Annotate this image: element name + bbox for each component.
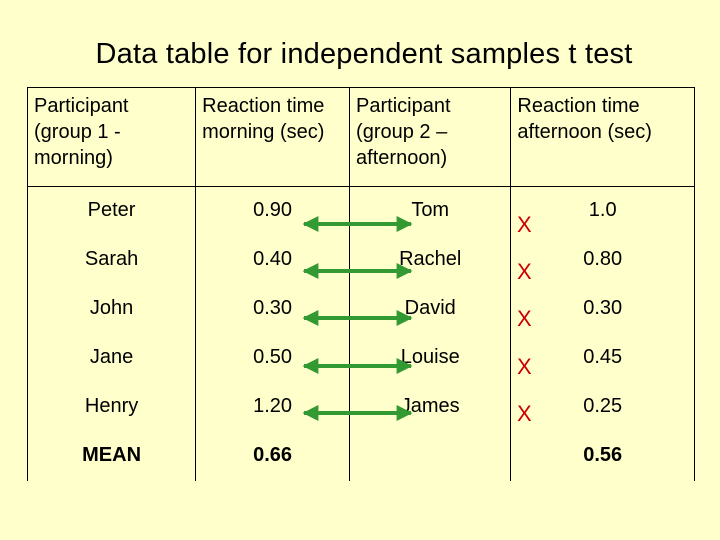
mean-morning: 0.66	[195, 432, 351, 481]
participant-2-name: Tom	[349, 186, 512, 236]
mismatch-cross-icon: X	[517, 401, 532, 426]
mean-afternoon: 0.56	[510, 432, 695, 481]
data-table: Participant (group 1 - morning) Reaction…	[26, 87, 695, 481]
reaction-time-morning: 0.90	[195, 186, 351, 236]
mismatch-cross-icon: X	[517, 212, 532, 237]
table-row: John 0.30 David 0.30	[26, 285, 695, 334]
mean-empty-cell	[349, 432, 512, 481]
participant-2-name: James	[349, 383, 512, 432]
header-reaction-time-afternoon: Reaction time afternoon (sec)	[510, 87, 695, 187]
header-participant-group-1: Participant (group 1 - morning)	[26, 87, 197, 187]
table-row: Peter 0.90 Tom 1.0	[26, 186, 695, 236]
participant-2-name: Rachel	[349, 236, 512, 285]
reaction-time-afternoon: 0.25	[510, 383, 695, 432]
participant-1-name: Jane	[26, 334, 197, 383]
reaction-time-afternoon: 1.0	[510, 186, 695, 236]
reaction-time-afternoon: 0.80	[510, 236, 695, 285]
mismatch-cross-icon: X	[517, 354, 532, 379]
mismatch-cross-icon: X	[517, 306, 532, 331]
participant-1-name: Sarah	[26, 236, 197, 285]
mismatch-cross-icon: X	[517, 259, 532, 284]
slide-title: Data table for independent samples t tes…	[95, 38, 633, 70]
mean-label: MEAN	[26, 432, 197, 481]
header-row: Participant (group 1 - morning) Reaction…	[26, 87, 695, 187]
participant-1-name: John	[26, 285, 197, 334]
participant-2-name: Louise	[349, 334, 512, 383]
mean-row: MEAN 0.66 0.56	[26, 432, 695, 481]
table-row: Sarah 0.40 Rachel 0.80	[26, 236, 695, 285]
reaction-time-afternoon: 0.45	[510, 334, 695, 383]
reaction-time-morning: 0.40	[195, 236, 351, 285]
reaction-time-morning: 0.50	[195, 334, 351, 383]
reaction-time-afternoon: 0.30	[510, 285, 695, 334]
reaction-time-morning: 1.20	[195, 383, 351, 432]
table-row: Jane 0.50 Louise 0.45	[26, 334, 695, 383]
participant-1-name: Peter	[26, 186, 197, 236]
header-participant-group-2: Participant (group 2 – afternoon)	[349, 87, 512, 187]
participant-2-name: David	[349, 285, 512, 334]
header-reaction-time-morning: Reaction time morning (sec)	[195, 87, 351, 187]
reaction-time-morning: 0.30	[195, 285, 351, 334]
table-row: Henry 1.20 James 0.25	[26, 383, 695, 432]
participant-1-name: Henry	[26, 383, 197, 432]
